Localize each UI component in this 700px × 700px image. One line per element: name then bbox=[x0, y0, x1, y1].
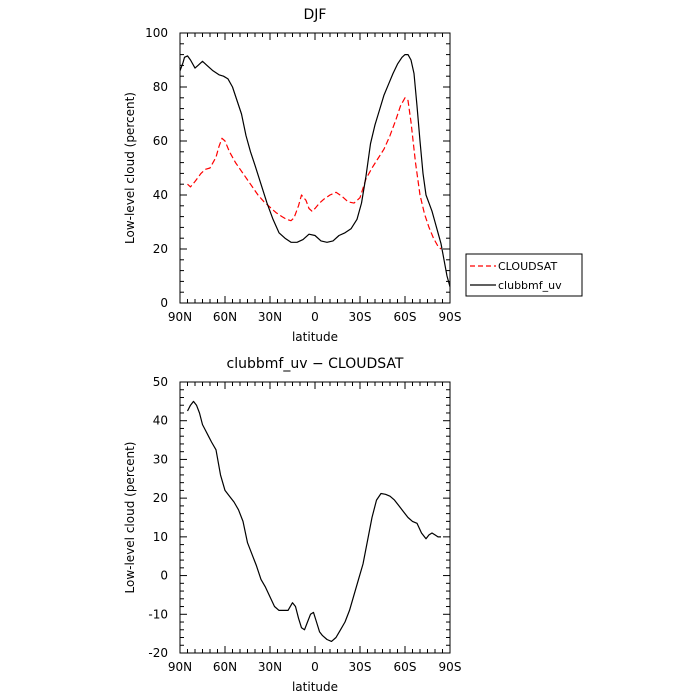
x-axis-label: latitude bbox=[292, 330, 338, 344]
chart-title: clubbmf_uv − CLOUDSAT bbox=[227, 356, 404, 372]
chart-panel-1: DJF 90N 60N 30N 0 30S 60S 90S 0 20 40 60 80 100 latitu… bbox=[123, 7, 583, 344]
y-axis-label: Low-level cloud (percent) bbox=[123, 92, 137, 244]
chart-panel-2: clubbmf_uv − CLOUDSAT 90N 60N 30N 0 30S 60S 90S… bbox=[123, 356, 461, 694]
x-tick-label: 60N bbox=[213, 310, 237, 324]
y-tick-label: 50 bbox=[153, 375, 168, 389]
x-tick-label: 30S bbox=[349, 310, 372, 324]
plot-frame bbox=[179, 32, 451, 304]
y-axis-label: Low-level cloud (percent) bbox=[123, 442, 137, 594]
x-tick-label: 30N bbox=[258, 660, 282, 674]
x-tick-label: 60S bbox=[394, 310, 417, 324]
y-tick-label: 0 bbox=[160, 296, 168, 310]
legend-box bbox=[465, 253, 583, 297]
x-tick-label: 30N bbox=[258, 310, 282, 324]
plot-frame bbox=[179, 381, 451, 654]
y-tick-label: 100 bbox=[145, 26, 168, 40]
legend: CLOUDSAT clubbmf_uv bbox=[465, 253, 583, 297]
x-tick-label: 90N bbox=[168, 660, 192, 674]
x-tick-label: 30S bbox=[349, 660, 372, 674]
y-tick-label: 60 bbox=[153, 134, 168, 148]
legend-label: clubbmf_uv bbox=[498, 279, 562, 292]
x-tick-label: 60S bbox=[394, 660, 417, 674]
x-tick-label: 90S bbox=[439, 660, 462, 674]
x-tick-label: 90N bbox=[168, 310, 192, 324]
series-line-difference bbox=[186, 400, 441, 643]
y-tick-label: -10 bbox=[148, 607, 168, 621]
y-tick-label: 40 bbox=[153, 188, 168, 202]
y-tick-label: 20 bbox=[153, 491, 168, 505]
x-tick-label: 0 bbox=[311, 310, 319, 324]
y-tick-label: 20 bbox=[153, 242, 168, 256]
x-tick-label: 0 bbox=[311, 660, 319, 674]
y-tick-label: 40 bbox=[153, 414, 168, 428]
chart-title: DJF bbox=[304, 7, 327, 23]
y-tick-label: 0 bbox=[160, 569, 168, 583]
x-tick-label: 90S bbox=[439, 310, 462, 324]
x-tick-label: 60N bbox=[213, 660, 237, 674]
series-line-cloudsat bbox=[187, 97, 442, 250]
y-tick-label: 30 bbox=[153, 452, 168, 466]
legend-label: CLOUDSAT bbox=[498, 260, 557, 273]
x-axis-label: latitude bbox=[292, 680, 338, 694]
series-line-clubbmf-uv bbox=[179, 53, 451, 287]
y-tick-label: -20 bbox=[148, 646, 168, 660]
y-tick-label: 80 bbox=[153, 80, 168, 94]
y-tick-label: 10 bbox=[153, 530, 168, 544]
